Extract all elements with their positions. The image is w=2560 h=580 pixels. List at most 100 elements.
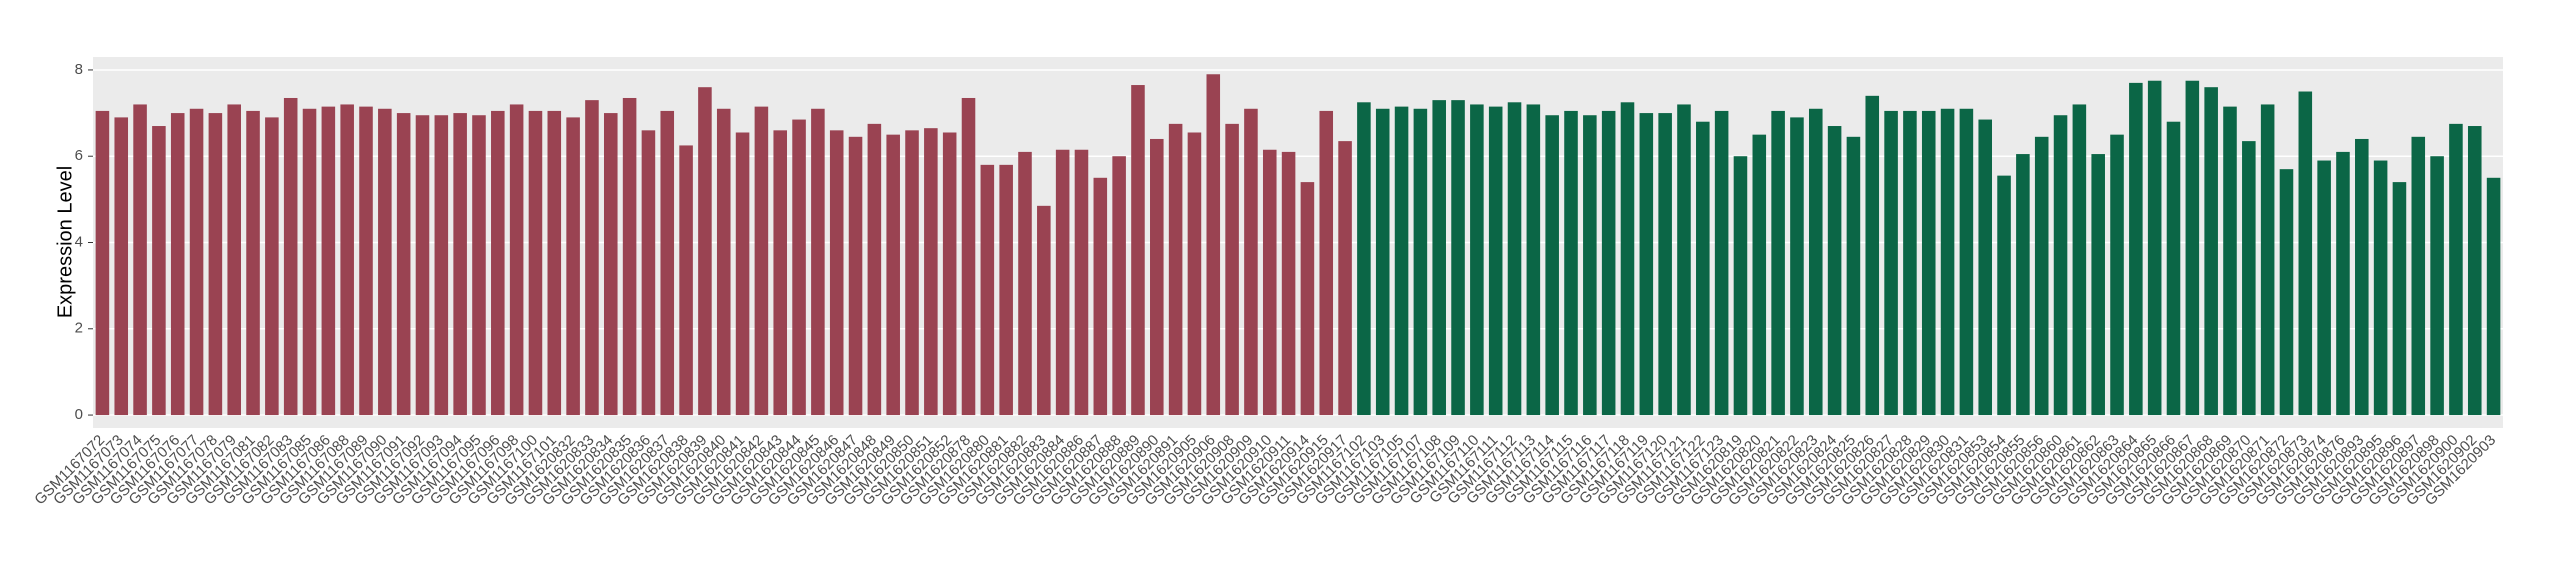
bar	[1150, 138, 1164, 416]
bar	[227, 104, 241, 416]
bar	[942, 132, 957, 416]
bar	[2072, 104, 2087, 416]
bar	[2091, 154, 2105, 416]
bar	[265, 117, 279, 416]
bar	[1131, 85, 1145, 416]
bar	[340, 104, 354, 416]
bar	[1601, 110, 1616, 416]
bar	[811, 108, 825, 416]
bar	[829, 130, 844, 416]
y-tick-label: 0	[75, 406, 83, 423]
bar	[152, 126, 166, 416]
y-axis-label: Expression Level	[54, 166, 76, 318]
bar	[509, 104, 524, 416]
bar	[1451, 100, 1465, 416]
bar	[1639, 113, 1654, 416]
bar	[961, 97, 976, 416]
y-tick-label: 8	[75, 61, 83, 78]
bar	[2034, 136, 2049, 416]
bar	[1959, 108, 1974, 416]
bar	[1658, 113, 1672, 416]
bar	[1074, 149, 1089, 416]
bar	[1112, 156, 1126, 416]
bar	[1262, 149, 1277, 416]
bar	[246, 110, 260, 416]
bar	[1187, 132, 1202, 416]
bar	[1281, 151, 1296, 416]
bar	[2317, 160, 2331, 416]
bar	[848, 136, 863, 416]
bar	[302, 108, 317, 416]
bar	[773, 130, 788, 416]
bar	[1884, 110, 1898, 416]
bar	[1488, 106, 1503, 416]
bar	[133, 104, 147, 416]
bar	[1903, 110, 1917, 416]
bar	[378, 108, 392, 416]
bar	[905, 130, 919, 416]
bar	[396, 113, 411, 416]
bar	[566, 117, 580, 416]
bar	[2279, 169, 2294, 416]
bar	[359, 106, 373, 416]
bar	[1244, 108, 1258, 416]
bar	[2430, 156, 2444, 416]
bar	[641, 130, 656, 416]
bar	[2053, 115, 2068, 416]
bar	[867, 123, 882, 416]
bar	[2110, 134, 2124, 416]
bar	[453, 113, 467, 416]
bar	[1206, 74, 1221, 416]
bar	[1432, 100, 1446, 416]
bar	[1055, 149, 1070, 416]
bar	[1564, 110, 1578, 416]
bar	[2392, 182, 2407, 416]
bar	[1865, 95, 1880, 416]
bar	[2467, 126, 2482, 416]
bar	[472, 115, 486, 416]
bar	[1375, 108, 1390, 416]
bar	[321, 106, 336, 416]
bar	[528, 110, 543, 416]
bar	[735, 132, 750, 416]
bar	[2298, 91, 2313, 416]
bar	[622, 97, 637, 416]
bar	[114, 117, 129, 416]
bar	[434, 115, 449, 416]
bar	[886, 134, 900, 416]
bar	[1940, 108, 1955, 416]
bar	[2129, 82, 2143, 416]
bar	[1827, 126, 1842, 416]
y-tick-label: 6	[75, 147, 83, 164]
bar	[189, 108, 204, 416]
bar	[415, 115, 430, 416]
bar	[1846, 136, 1861, 416]
bar	[1338, 141, 1352, 416]
bar	[2185, 80, 2200, 416]
bar	[1507, 102, 1522, 416]
bar	[1545, 115, 1559, 416]
bar	[999, 164, 1013, 416]
bar	[547, 110, 562, 416]
bar	[2260, 104, 2275, 416]
bar	[1413, 108, 1428, 416]
bar	[2166, 121, 2181, 416]
bar	[1620, 102, 1635, 416]
bar	[2223, 106, 2237, 416]
bar	[1394, 106, 1409, 416]
bar	[603, 113, 618, 416]
bar	[1319, 110, 1334, 416]
bar	[2411, 136, 2426, 416]
bar	[95, 110, 110, 416]
bar	[1225, 123, 1239, 416]
bar	[1470, 104, 1484, 416]
bar	[1714, 110, 1729, 416]
bar	[1300, 182, 1315, 416]
bar	[980, 164, 995, 416]
bar	[924, 128, 938, 416]
bar	[1526, 104, 1541, 416]
y-tick-label: 2	[75, 320, 83, 337]
bar	[698, 87, 712, 416]
bar	[754, 106, 769, 416]
